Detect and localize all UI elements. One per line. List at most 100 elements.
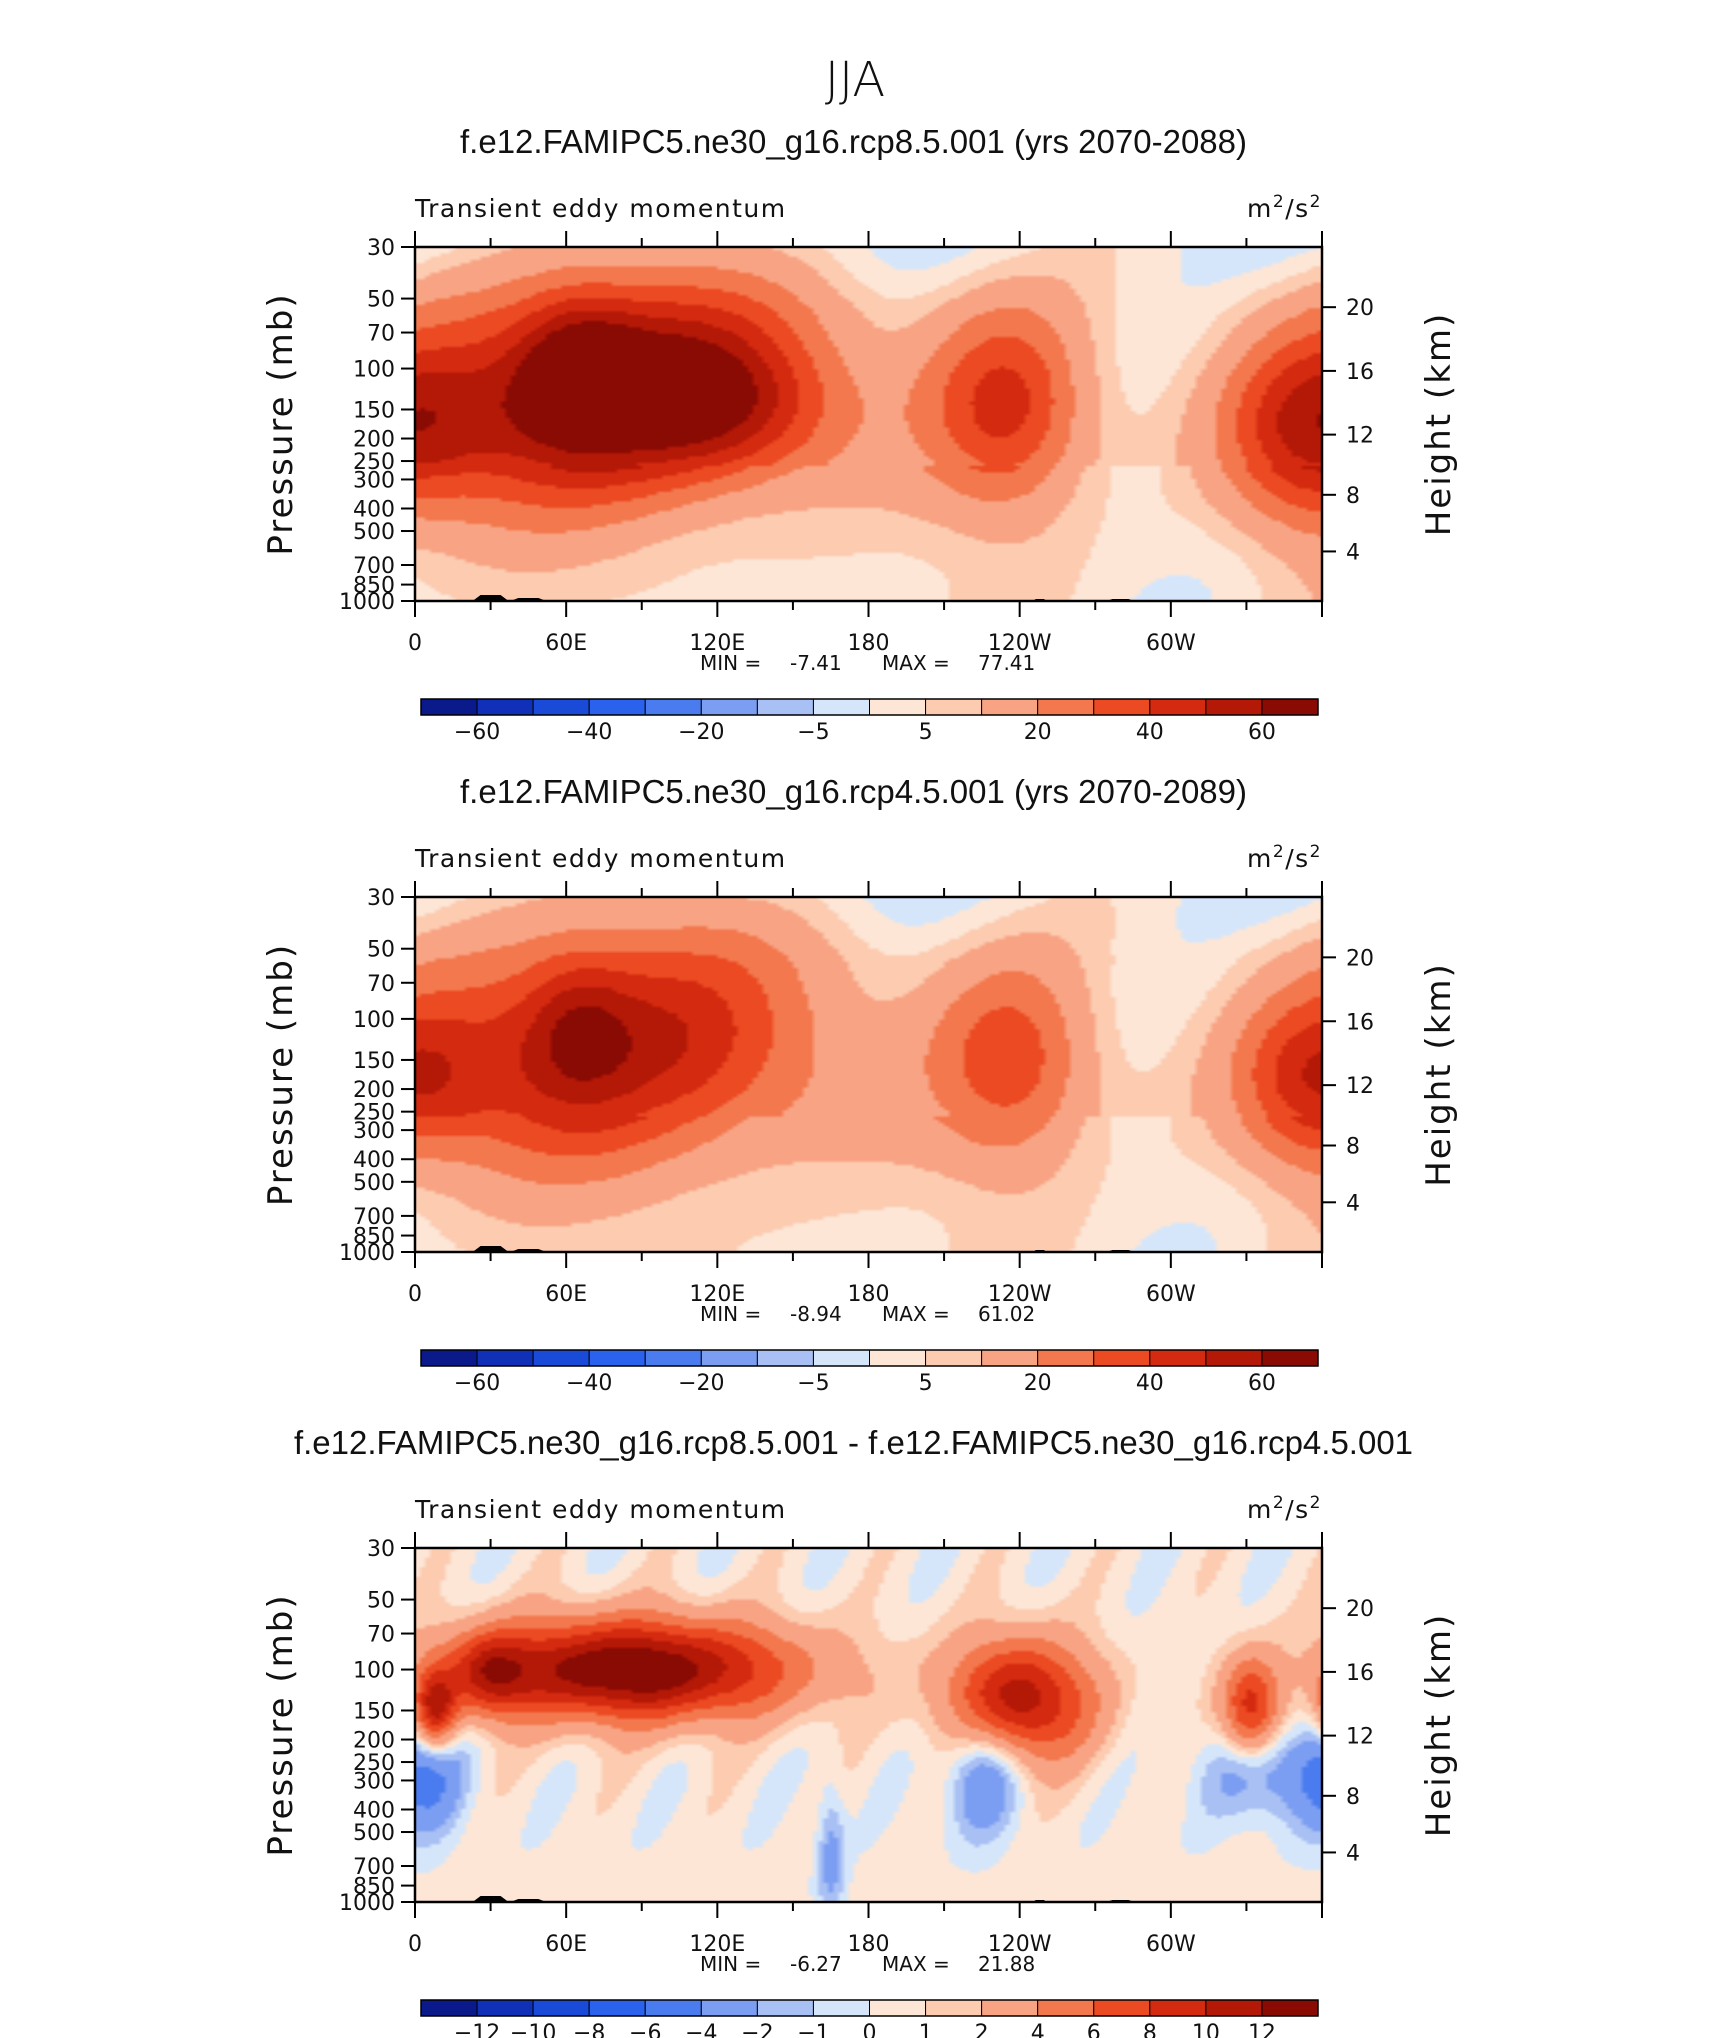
min-value: -7.41 xyxy=(790,651,842,675)
colorbar-label: 20 xyxy=(1024,1371,1052,1396)
min-label: MIN = xyxy=(700,1302,761,1326)
colorbar-swatch xyxy=(1093,1349,1151,1367)
x-tick-label: 60E xyxy=(545,1932,587,1957)
colorbar-swatch xyxy=(1149,698,1207,716)
max-label: MAX = xyxy=(882,1952,950,1976)
colorbar-label: 1 xyxy=(919,2021,933,2038)
colorbar-swatch xyxy=(756,698,814,716)
y-tick-label: 100 xyxy=(353,358,395,383)
x-tick-label: 120E xyxy=(689,1932,745,1957)
chart-panel-2: f.e12.FAMIPC5.ne30_g16.rcp4.5.001 (yrs 2… xyxy=(261,773,1459,1396)
field-label: Transient eddy momentum xyxy=(414,194,787,223)
x-tick-label: 60E xyxy=(545,631,587,656)
colorbar-swatch xyxy=(532,1349,590,1367)
colorbar-swatch xyxy=(644,1349,702,1367)
y-right-tick-label: 20 xyxy=(1346,1597,1374,1622)
colorbar-swatch xyxy=(925,698,983,716)
units-exponent: 2 xyxy=(1273,1493,1285,1513)
colorbar-label: 4 xyxy=(1031,2021,1045,2038)
colorbar-frame xyxy=(420,698,1319,716)
colorbar-label: 0 xyxy=(863,2021,877,2038)
colorbar-frame xyxy=(420,1349,1319,1367)
units-exponent: 2 xyxy=(1310,192,1322,212)
y-right-tick-label: 12 xyxy=(1346,1725,1374,1750)
chart-panel-3: f.e12.FAMIPC5.ne30_g16.rcp8.5.001 - f.e1… xyxy=(261,1424,1459,2038)
y-right-tick-label: 20 xyxy=(1346,296,1374,321)
colorbar-swatch xyxy=(1037,1349,1095,1367)
y-tick-label: 30 xyxy=(367,1537,395,1562)
y-tick-label: 300 xyxy=(353,468,395,493)
y-tick-label: 700 xyxy=(353,554,395,579)
colorbar-label: −8 xyxy=(573,2021,605,2038)
y-tick-label: 250 xyxy=(353,1751,395,1776)
colorbar-label: 8 xyxy=(1143,2021,1157,2038)
y-right-tick-label: 16 xyxy=(1346,360,1374,385)
contour-field xyxy=(415,1548,1322,1902)
x-tick-label: 60W xyxy=(1146,631,1196,656)
units-denominator: /s xyxy=(1285,1495,1309,1524)
colorbar-swatch xyxy=(588,1349,646,1367)
y-tick-label: 70 xyxy=(367,322,395,347)
colorbar-swatch xyxy=(1149,1349,1207,1367)
max-value: 77.41 xyxy=(978,651,1035,675)
units-label: m2/s2 xyxy=(1247,1493,1322,1524)
x-tick-label: 120W xyxy=(988,1932,1052,1957)
colorbar-swatch xyxy=(1261,1349,1319,1367)
colorbar-swatch xyxy=(476,1349,534,1367)
y-tick-label: 150 xyxy=(353,1049,395,1074)
contour-field xyxy=(415,247,1322,601)
colorbar-swatch xyxy=(700,698,758,716)
y-axis-title-right: Height (km) xyxy=(1419,1613,1459,1838)
colorbar-swatch xyxy=(476,1999,534,2017)
y-tick-label: 700 xyxy=(353,1855,395,1880)
x-tick-label: 180 xyxy=(848,631,890,656)
y-tick-label: 700 xyxy=(353,1205,395,1230)
y-tick-label: 1000 xyxy=(339,1241,395,1266)
units-denominator: /s xyxy=(1285,194,1309,223)
colorbar-swatch xyxy=(1149,1999,1207,2017)
chart-panel-1: f.e12.FAMIPC5.ne30_g16.rcp8.5.001 (yrs 2… xyxy=(261,123,1459,745)
y-axis-title: Pressure (mb) xyxy=(261,943,301,1206)
super-title: JJA xyxy=(825,52,885,108)
colorbar-swatch xyxy=(700,1349,758,1367)
colorbar-label: −12 xyxy=(454,2021,500,2038)
y-right-tick-label: 16 xyxy=(1346,1661,1374,1686)
y-tick-label: 50 xyxy=(367,288,395,313)
units-base: m xyxy=(1247,194,1273,223)
colorbar-frame xyxy=(420,1999,1319,2017)
y-right-tick-label: 16 xyxy=(1346,1010,1374,1035)
x-tick-label: 180 xyxy=(848,1932,890,1957)
y-tick-label: 200 xyxy=(353,1729,395,1754)
units-base: m xyxy=(1247,1495,1273,1524)
y-axis-title-right: Height (km) xyxy=(1419,962,1459,1187)
max-label: MAX = xyxy=(882,1302,950,1326)
colorbar-swatch xyxy=(1205,1999,1263,2017)
y-right-tick-label: 4 xyxy=(1346,540,1360,565)
colorbar-label: 2 xyxy=(975,2021,989,2038)
units-denominator: /s xyxy=(1285,844,1309,873)
y-tick-label: 70 xyxy=(367,972,395,997)
colorbar-label: 60 xyxy=(1248,1371,1276,1396)
x-tick-label: 120W xyxy=(988,631,1052,656)
colorbar-swatch xyxy=(812,698,870,716)
colorbar-label: −20 xyxy=(678,720,724,745)
units-exponent: 2 xyxy=(1310,842,1322,862)
colorbar-swatch xyxy=(812,1349,870,1367)
colorbar-swatch xyxy=(644,698,702,716)
colorbar-swatch xyxy=(1261,1999,1319,2017)
colorbar-label: 20 xyxy=(1024,720,1052,745)
units-base: m xyxy=(1247,844,1273,873)
colorbar-label: 10 xyxy=(1192,2021,1220,2038)
colorbar-label: −5 xyxy=(797,720,829,745)
colorbar-swatch xyxy=(925,1999,983,2017)
y-tick-label: 150 xyxy=(353,1699,395,1724)
colorbar-swatch xyxy=(420,698,478,716)
y-tick-label: 400 xyxy=(353,1798,395,1823)
colorbar-swatch xyxy=(756,1999,814,2017)
topography xyxy=(472,595,509,601)
colorbar-swatch xyxy=(981,698,1039,716)
x-tick-label: 120W xyxy=(988,1282,1052,1307)
colorbar-swatch xyxy=(588,698,646,716)
field-label: Transient eddy momentum xyxy=(414,844,787,873)
